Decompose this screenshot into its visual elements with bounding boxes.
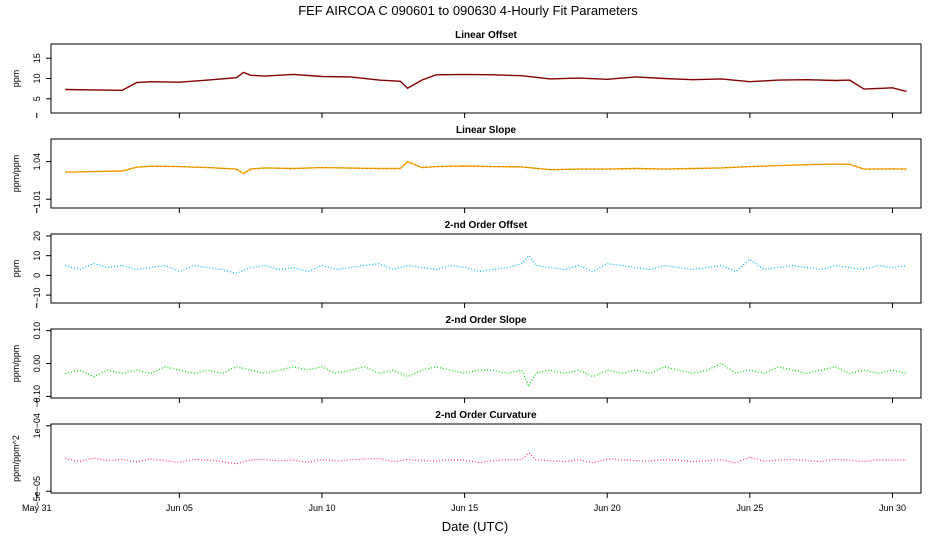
x-tick-label: Jun 30 bbox=[879, 503, 906, 513]
x-tick-label: Jun 20 bbox=[594, 503, 621, 513]
panel-title: 2-nd Order Slope bbox=[445, 315, 527, 326]
panels: Linear Offset ppm 5 10 15 Linear Slope ppm/ppm… bbox=[11, 30, 922, 507]
y-tick-label: 5 bbox=[32, 96, 42, 101]
y-tick-label: 1.01 bbox=[32, 190, 42, 208]
panel-2: Linear Slope ppm/ppm 1.01 1.04 bbox=[11, 125, 922, 213]
panel-frame bbox=[50, 423, 922, 494]
y-axis-label: ppm/ppm bbox=[11, 345, 21, 383]
x-tick-label: Jun 15 bbox=[451, 503, 478, 513]
panel-title: Linear Slope bbox=[456, 125, 516, 136]
y-tick-label: −0.10 bbox=[32, 385, 42, 408]
series-line bbox=[65, 451, 907, 465]
panel-4: 2-nd Order Slope ppm/ppm −0.10 0.00 0.10 bbox=[11, 315, 922, 408]
panel-5: 2-nd Order Curvature ppm/ppm^2 −5e−05 1e−04 bbox=[11, 410, 922, 507]
series-line bbox=[65, 362, 907, 388]
y-tick-label: 0 bbox=[32, 273, 42, 278]
y-tick-label: 1.04 bbox=[32, 153, 42, 171]
y-tick-label: −5e−05 bbox=[32, 476, 42, 507]
y-axis-label: ppm bbox=[11, 70, 21, 88]
y-axis-label: ppm bbox=[11, 260, 21, 278]
y-axis-label: ppm/ppm^2 bbox=[11, 435, 21, 482]
y-tick-label: −10 bbox=[32, 287, 42, 302]
y-tick-label: 0.00 bbox=[32, 355, 42, 373]
x-tick-label: Jun 05 bbox=[166, 503, 193, 513]
y-tick-label: 1e−04 bbox=[32, 413, 42, 438]
panel-3: 2-nd Order Offset ppm −10 0 10 20 bbox=[11, 220, 922, 308]
y-axis-label: ppm/ppm bbox=[11, 155, 21, 193]
series-points bbox=[65, 161, 907, 174]
y-tick-label: 10 bbox=[32, 251, 42, 261]
y-tick-label: 15 bbox=[32, 53, 42, 63]
panel-1: Linear Offset ppm 5 10 15 bbox=[11, 30, 922, 118]
y-tick-label: 10 bbox=[32, 73, 42, 83]
series-line bbox=[65, 254, 907, 275]
x-tick-label: Jun 25 bbox=[736, 503, 763, 513]
x-tick-label: Jun 10 bbox=[308, 503, 335, 513]
panel-frame bbox=[50, 328, 922, 399]
panel-title: 2-nd Order Offset bbox=[445, 220, 528, 231]
panel-title: 2-nd Order Curvature bbox=[435, 410, 537, 421]
series-points bbox=[65, 72, 907, 92]
y-tick-label: 0.10 bbox=[32, 322, 42, 340]
y-tick-label: 20 bbox=[32, 231, 42, 241]
series-line bbox=[65, 71, 907, 93]
panel-title: Linear Offset bbox=[455, 30, 517, 41]
figure-title: FEF AIRCOA C 090601 to 090630 4-Hourly F… bbox=[298, 3, 638, 18]
series-line bbox=[65, 160, 907, 175]
panel-frame bbox=[50, 233, 922, 304]
x-axis-label: Date (UTC) bbox=[442, 519, 508, 534]
panel-frame bbox=[50, 43, 922, 114]
panel-frame bbox=[50, 138, 922, 209]
x-axis: May 31 Jun 05 Jun 10 Jun 15 Jun 20 Jun 25 Jun … bbox=[22, 503, 906, 513]
x-tick-label: May 31 bbox=[22, 503, 52, 513]
